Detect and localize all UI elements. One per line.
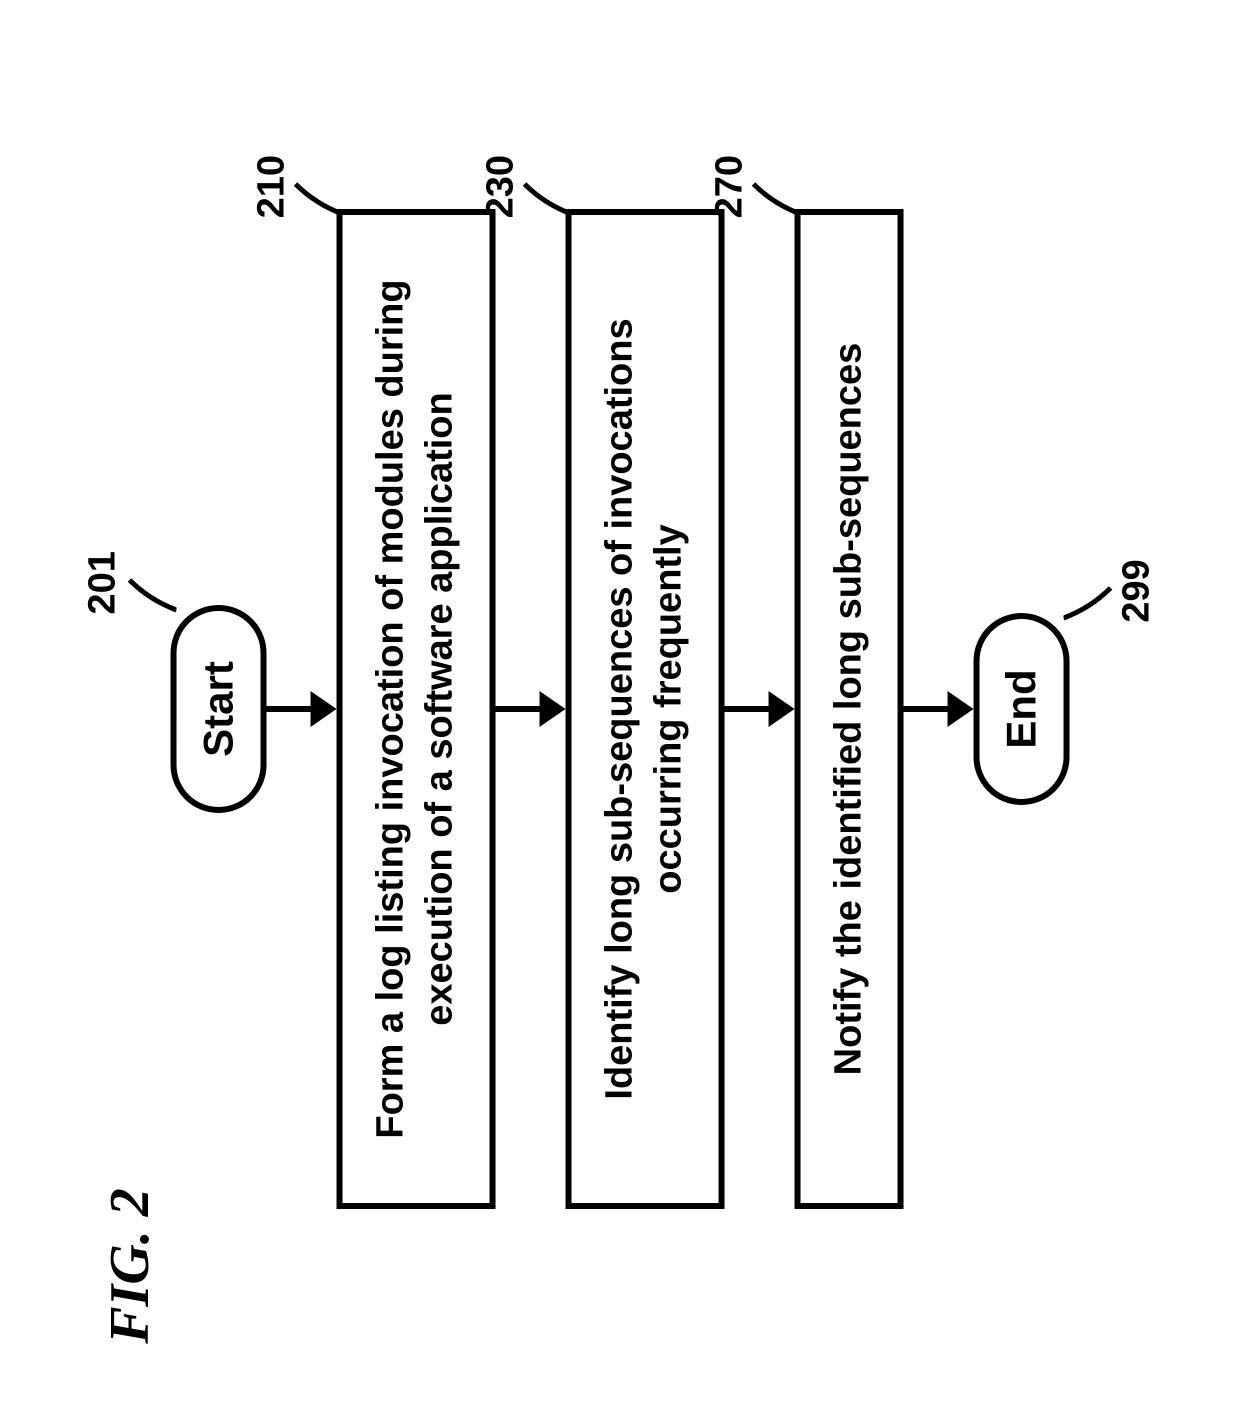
process-label-2: Identify long sub-sequences of invocatio… xyxy=(598,318,689,1099)
process-label-3: Notify the identified long sub-sequences xyxy=(827,343,869,1076)
arrow-3 xyxy=(724,691,794,727)
arrow-1 xyxy=(267,691,337,727)
ref-label-3: 270 xyxy=(705,155,754,218)
ref-label-end: 299 xyxy=(1115,559,1158,622)
ref-connector-end xyxy=(1063,583,1115,623)
arrow-head xyxy=(311,691,337,727)
ref-connector-start xyxy=(125,575,177,615)
arrow-line xyxy=(903,706,947,712)
start-node: Start 201 xyxy=(171,605,267,813)
process-node-3: Notify the identified long sub-sequences… xyxy=(794,209,903,1209)
end-label: End xyxy=(997,669,1044,748)
arrow-line xyxy=(724,706,768,712)
start-label: Start xyxy=(195,661,242,757)
ref-connector-2 xyxy=(519,179,571,219)
flowchart-container: Start 201 Form a log listing invocation … xyxy=(171,159,1070,1259)
arrow-line xyxy=(267,706,311,712)
end-node: End 299 xyxy=(973,613,1069,804)
process-node-2: Identify long sub-sequences of invocatio… xyxy=(565,209,724,1209)
arrow-4 xyxy=(903,691,973,727)
ref-label-start: 201 xyxy=(82,551,125,614)
process-label-1: Form a log listing invocation of modules… xyxy=(370,279,461,1138)
arrow-head xyxy=(947,691,973,727)
arrow-head xyxy=(539,691,565,727)
ref-label-1: 210 xyxy=(248,155,297,218)
ref-label-2: 230 xyxy=(476,155,525,218)
ref-connector-1 xyxy=(291,179,343,219)
process-node-1: Form a log listing invocation of modules… xyxy=(337,209,496,1209)
ref-connector-3 xyxy=(748,179,800,219)
figure-label: FIG. 2 xyxy=(98,1188,162,1344)
arrow-line xyxy=(495,706,539,712)
arrow-head xyxy=(768,691,794,727)
arrow-2 xyxy=(495,691,565,727)
